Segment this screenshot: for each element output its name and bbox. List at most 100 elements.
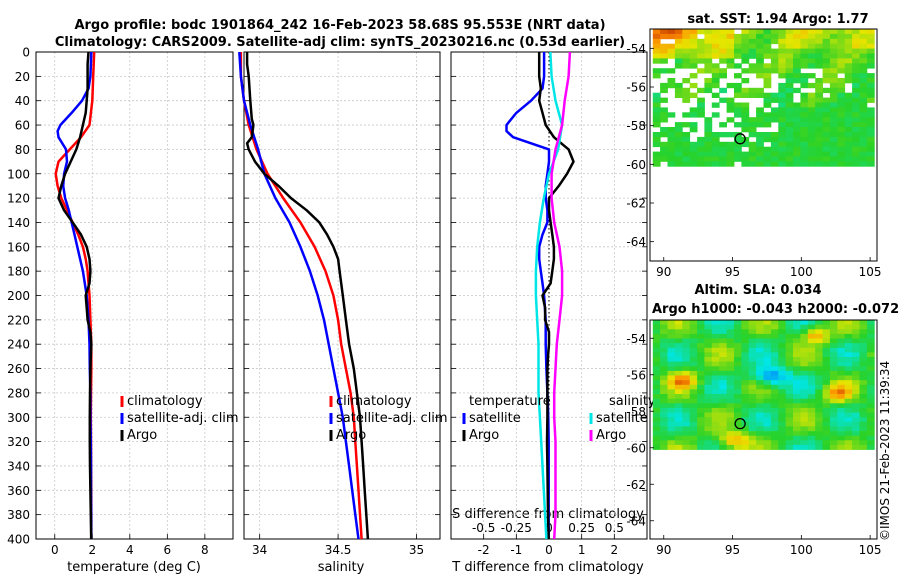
sla-map-cell xyxy=(682,407,691,413)
sla-map-cell xyxy=(852,370,860,376)
sst-map-cell xyxy=(807,58,816,64)
sla-map-cell xyxy=(837,366,846,372)
sst-map-lon-label: 90 xyxy=(656,265,671,279)
diff-xtick-label: 0 xyxy=(545,543,553,557)
sst-map-cell xyxy=(837,107,846,113)
sst-map-cell xyxy=(667,146,676,152)
sst-map-cell xyxy=(852,117,860,123)
sst-map-cell xyxy=(734,122,742,128)
temp-xtick-label: 0 xyxy=(51,543,59,557)
sst-map-cell xyxy=(711,112,720,118)
sla-map-cell xyxy=(711,347,720,353)
sla-map-float-marker xyxy=(734,418,746,430)
sst-map-cell xyxy=(697,107,705,113)
sla-map-cell xyxy=(852,347,860,353)
sst-map-cell xyxy=(748,29,757,35)
sla-map-cell xyxy=(800,361,809,367)
depth-tick-label: 220 xyxy=(7,313,30,327)
sst-map-cell xyxy=(770,68,779,74)
diff-legend-temp-satellite-label: satellite xyxy=(469,411,521,426)
sst-map-cell xyxy=(704,29,713,35)
depth-tick-label: 400 xyxy=(7,533,30,547)
sst-map-cell xyxy=(770,92,779,98)
sst-map-cell xyxy=(852,127,860,133)
sst-map-cell xyxy=(866,58,875,64)
sst-map-cell xyxy=(778,73,787,79)
sla-map-cell xyxy=(859,324,868,330)
sla-map-cell xyxy=(726,444,735,450)
sst-map-cell xyxy=(652,38,661,45)
sst-map-cell xyxy=(689,161,698,167)
sst-map-cell xyxy=(866,43,875,49)
sla-map-cell xyxy=(689,352,698,358)
sla-map-cell xyxy=(726,398,735,404)
sla-map-cell xyxy=(852,394,860,399)
sst-map-cell xyxy=(726,38,735,45)
sla-map-cell xyxy=(763,412,772,418)
sla-map-cell xyxy=(660,352,668,358)
sla-map-cell xyxy=(756,384,764,390)
sla-map-cell xyxy=(674,426,683,432)
sla-map-cell xyxy=(674,431,683,437)
sla-map-cell xyxy=(652,347,661,353)
sla-map-cell xyxy=(719,333,727,339)
sst-map-cell xyxy=(778,48,787,54)
sst-map-cell xyxy=(800,92,809,98)
sla-map-cell xyxy=(859,417,868,423)
sst-map-cell xyxy=(844,38,853,45)
sla-map-cell xyxy=(800,384,809,390)
sla-map-cell xyxy=(674,352,683,358)
sst-map-cell xyxy=(726,151,735,157)
sst-map-cell xyxy=(719,68,727,74)
sla-map-cell xyxy=(763,426,772,432)
sst-map-cell xyxy=(734,38,742,45)
sla-map-cell xyxy=(859,320,868,325)
sla-map-cell xyxy=(837,440,846,446)
sst-map-cell xyxy=(829,63,838,69)
sla-map-cell xyxy=(822,440,831,446)
sla-map-cell xyxy=(667,440,676,446)
sst-map-cell xyxy=(697,141,705,148)
sla-map-cell xyxy=(756,352,764,358)
depth-tick-label: 100 xyxy=(7,167,30,181)
sla-map-cell xyxy=(704,431,713,437)
sla-map-cell xyxy=(667,444,676,450)
sst-map-cell xyxy=(859,78,868,84)
sst-map-cell xyxy=(837,122,846,128)
sst-map-cell xyxy=(652,58,661,64)
sst-map-cell xyxy=(859,97,868,103)
sst-map-cell xyxy=(800,53,809,59)
sst-map-cell xyxy=(778,92,787,98)
sst-map-cell xyxy=(778,68,787,74)
sst-map-lat-label: -62 xyxy=(626,197,646,211)
sst-map-cell xyxy=(866,38,875,45)
sla-map-cell xyxy=(689,398,698,404)
sla-map-cell xyxy=(741,366,750,372)
sla-map-cell xyxy=(778,357,787,362)
sla-map-cell xyxy=(719,347,727,353)
depth-tick-label: 340 xyxy=(7,459,30,473)
sla-map-cell xyxy=(852,389,860,395)
sla-map-cell xyxy=(652,426,661,432)
sst-map-cell xyxy=(778,82,787,89)
sst-map-cell xyxy=(748,92,757,98)
sla-map-cell xyxy=(852,338,860,344)
sst-map-cell xyxy=(822,48,831,54)
sla-map-cell xyxy=(800,338,809,344)
sst-map-cell xyxy=(859,48,868,54)
sst-map-cell xyxy=(689,151,698,157)
sla-map-cell xyxy=(667,347,676,353)
sla-map-cell xyxy=(807,320,816,325)
sla-map-cell xyxy=(763,370,772,376)
sla-map-cell xyxy=(652,366,661,372)
sla-map-cell xyxy=(807,394,816,399)
sla-map-cell xyxy=(785,375,794,381)
sla-map-cell xyxy=(844,361,853,367)
sst-map-cell xyxy=(793,156,801,162)
sla-map-cell xyxy=(866,389,875,395)
sst-map-cell xyxy=(763,117,772,123)
sst-map-cell xyxy=(660,112,668,118)
depth-tick-label: 240 xyxy=(7,338,30,352)
sla-map-cell xyxy=(763,375,772,381)
sst-map-cell xyxy=(807,82,816,89)
